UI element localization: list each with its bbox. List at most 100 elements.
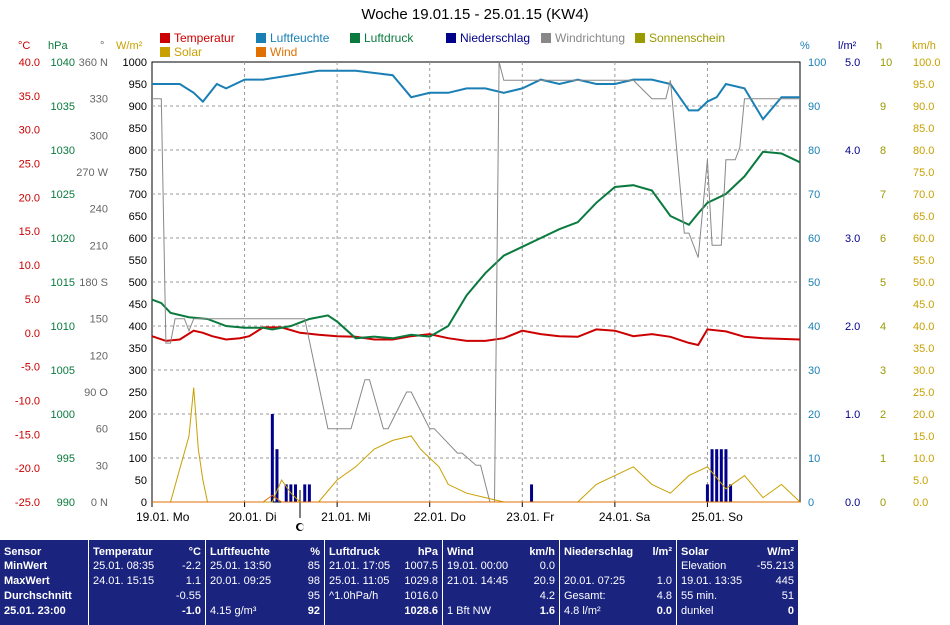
temp-tick-label: 25.0	[19, 159, 40, 171]
table-row: 21.01. 14:45 20.9	[447, 574, 555, 588]
table-cell-value: 1.1	[185, 575, 201, 587]
table-header: Niederschlag	[564, 546, 634, 558]
series-line-temperatur	[151, 326, 801, 347]
sun-tick-label: 6	[880, 233, 886, 245]
weather-chart: 19.01. Mo 20.01. Di 21.01. Mi 22.01. Do 23.0…	[15, 57, 941, 531]
solar-tick-label: 50	[135, 475, 147, 487]
table-cell-value: 0	[787, 605, 794, 617]
rain-bar	[284, 484, 288, 502]
table-column-niederschlag: Niederschlag l/m² 20.01. 07:25 1.0 Gesamt: 4.…	[560, 540, 676, 625]
table-header-unit: l/m²	[652, 546, 672, 558]
table-cell-value: 98	[307, 575, 320, 587]
x-tick-label: 24.01. Sa	[599, 510, 651, 524]
wind-tick-label: 5.0	[913, 475, 928, 487]
table-cell-value: 1007.5	[404, 560, 438, 572]
solar-tick-label: 400	[129, 321, 147, 333]
table-cell: MaxWert	[4, 575, 50, 587]
table-header-unit: °C	[188, 546, 201, 558]
table-cell-label: 20.01. 07:25	[564, 575, 626, 587]
axis-unit-solar: W/m²	[116, 40, 143, 52]
hum-tick-label: 80	[808, 145, 820, 157]
rain-bar	[530, 484, 534, 502]
table-header: Solar	[681, 546, 709, 558]
rain-tick-label: 4.0	[845, 145, 860, 157]
legend-swatch	[160, 33, 170, 43]
dir-tick-label: 0 N	[91, 497, 108, 509]
table-cell-label: 19.01. 13:35	[681, 575, 743, 587]
temp-tick-label: -10.0	[15, 395, 40, 407]
series-line-luftdruck	[151, 150, 801, 340]
table-row: Gesamt: 4.8	[564, 589, 672, 603]
axis-unit-wind: km/h	[912, 40, 936, 52]
legend-item: Luftdruck	[350, 31, 413, 45]
dir-tick-label: 210	[90, 240, 108, 252]
table-cell-label: 4.15 g/m³	[210, 605, 257, 617]
table-row: 20.01. 07:25 1.0	[564, 574, 672, 588]
wind-tick-label: 30.0	[913, 365, 934, 377]
table-row: 25.01. 11:05 1029.8	[329, 574, 438, 588]
rain-bar	[719, 449, 723, 502]
table-row: 4.2	[447, 589, 555, 603]
legend-item: Niederschlag	[446, 31, 530, 45]
table-row: Elevation -55.213	[681, 559, 794, 573]
table-header: Temperatur	[93, 546, 153, 558]
press-tick-label: 1000	[51, 409, 75, 421]
dir-tick-label: 270 W	[76, 167, 108, 179]
legend-label: Wind	[270, 45, 298, 59]
press-tick-label: 1030	[51, 145, 75, 157]
table-row: 19.01. 13:35 445	[681, 574, 794, 588]
legend-label: Niederschlag	[460, 31, 531, 45]
dir-tick-label: 360 N	[79, 57, 108, 69]
table-cell-value: 0.0	[656, 605, 672, 617]
table-cell-label: 1 Bft NW	[447, 605, 492, 617]
solar-tick-label: 600	[129, 233, 147, 245]
solar-tick-label: 300	[129, 365, 147, 377]
legend-swatch	[350, 33, 360, 43]
x-tick-label: 21.01. Mi	[321, 510, 370, 524]
legend-label: Luftfeuchte	[270, 31, 330, 45]
solar-tick-label: 250	[129, 387, 147, 399]
table-row: -1.0	[93, 604, 201, 618]
table-cell-value: 4.2	[539, 590, 555, 602]
table-header-unit: W/m²	[767, 546, 794, 558]
table-cell-value: 92	[307, 605, 320, 617]
table-cell-value: 1.6	[539, 605, 555, 617]
table-header: Wind	[447, 546, 474, 558]
legend-swatch	[446, 33, 456, 43]
temp-tick-label: 0.0	[25, 328, 40, 340]
table-row: 55 min. 51	[681, 589, 794, 603]
solar-tick-label: 150	[129, 431, 147, 443]
table-row: 20.01. 09:25 98	[210, 574, 320, 588]
hum-tick-label: 50	[808, 277, 820, 289]
legend-swatch	[256, 33, 266, 43]
table-row: Durchschnitt	[4, 589, 84, 603]
dir-tick-label: 180 S	[79, 277, 108, 289]
legend-item: Solar	[160, 45, 202, 59]
axis-unit-dir: °	[100, 40, 105, 52]
legend-swatch	[160, 47, 170, 57]
table-cell-value: 445	[775, 575, 794, 587]
rain-bar	[705, 484, 709, 502]
table-row: 25.01. 13:50 85	[210, 559, 320, 573]
table-header: Luftfeuchte	[210, 546, 270, 558]
table-row: 4.8 l/m² 0.0	[564, 604, 672, 618]
solar-tick-label: 350	[129, 343, 147, 355]
hum-tick-label: 40	[808, 321, 820, 333]
legend-item: Windrichtung	[541, 31, 625, 45]
table-cell-value: -2.2	[182, 560, 201, 572]
dir-tick-label: 240	[90, 204, 108, 216]
solar-tick-label: 800	[129, 145, 147, 157]
table-cell-label: 55 min.	[681, 590, 718, 602]
table-cell-value: -1.0	[182, 605, 201, 617]
rain-tick-label: 1.0	[845, 409, 860, 421]
press-tick-label: 1040	[51, 57, 75, 69]
table-header-unit: hPa	[417, 546, 438, 558]
legend-item: Sonnenschein	[635, 31, 725, 45]
sun-tick-label: 5	[880, 277, 886, 289]
legend-item: Luftfeuchte	[256, 31, 329, 45]
chart-title: Woche 19.01.15 - 25.01.15 (KW4)	[361, 6, 589, 23]
rain-tick-label: 2.0	[845, 321, 860, 333]
wind-tick-label: 45.0	[913, 299, 934, 311]
wind-tick-label: 65.0	[913, 211, 934, 223]
table-cell-value: 1029.8	[404, 575, 438, 587]
